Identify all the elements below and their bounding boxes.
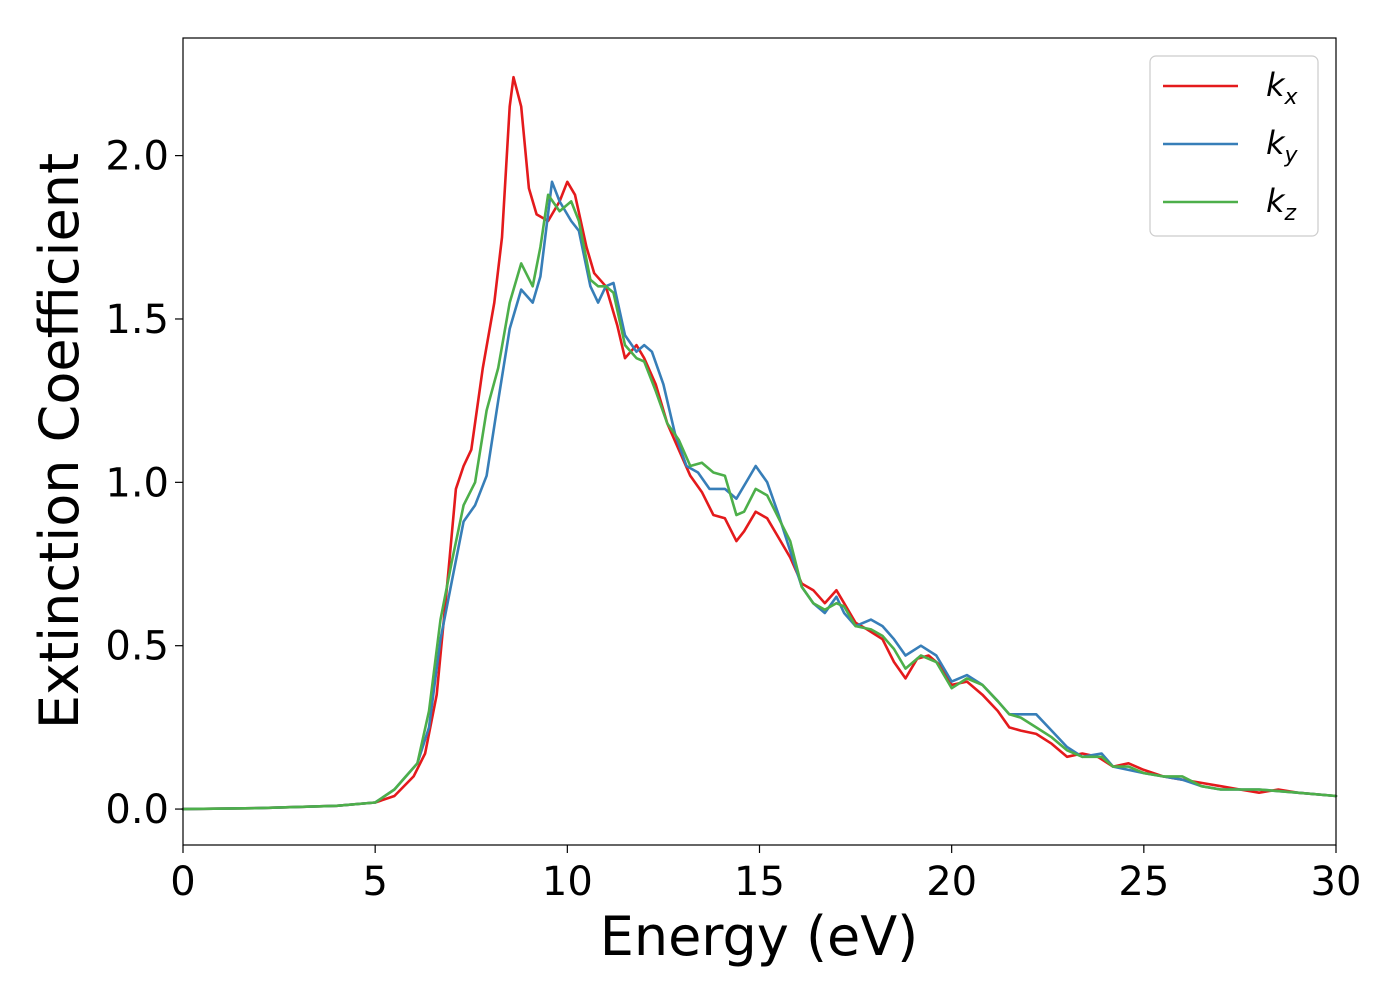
y-tick-label: 2.0 [105,134,169,180]
y-tick-label: 1.5 [105,297,169,343]
legend-label-y: ky [1266,124,1299,168]
y-tick-label: 1.0 [105,460,169,506]
y-axis-ticks: 0.0 0.5 1.0 1.5 2.0 [105,134,183,833]
x-tick-label: 0 [170,859,195,905]
legend-label-main: k [1266,124,1286,162]
legend-box [1149,55,1319,237]
y-tick-label: 0.0 [105,787,169,833]
x-axis-title: Energy (eV) [600,905,919,968]
series-layer [181,75,1338,811]
series-line-z [181,193,1338,811]
legend-label-subscript: z [1284,201,1297,226]
legend-label-subscript: y [1284,143,1299,168]
legend-label-z: kz [1266,182,1297,226]
x-tick-label: 10 [542,859,593,905]
legend-label-main: k [1266,182,1286,220]
x-axis-ticks: 0 5 10 15 20 25 30 [170,845,1361,905]
x-tick-label: 30 [1311,859,1362,905]
legend-label-x: kx [1266,66,1299,110]
x-tick-label: 20 [926,859,977,905]
x-tick-label: 5 [362,859,387,905]
series-line-y [181,180,1338,811]
legend-label-main: k [1266,66,1286,104]
y-tick-label: 0.5 [105,624,169,670]
legend-label-subscript: x [1284,85,1299,110]
y-axis-title: Extinction Coefficient [28,153,91,729]
x-tick-label: 15 [734,859,785,905]
x-tick-label: 25 [1118,859,1169,905]
